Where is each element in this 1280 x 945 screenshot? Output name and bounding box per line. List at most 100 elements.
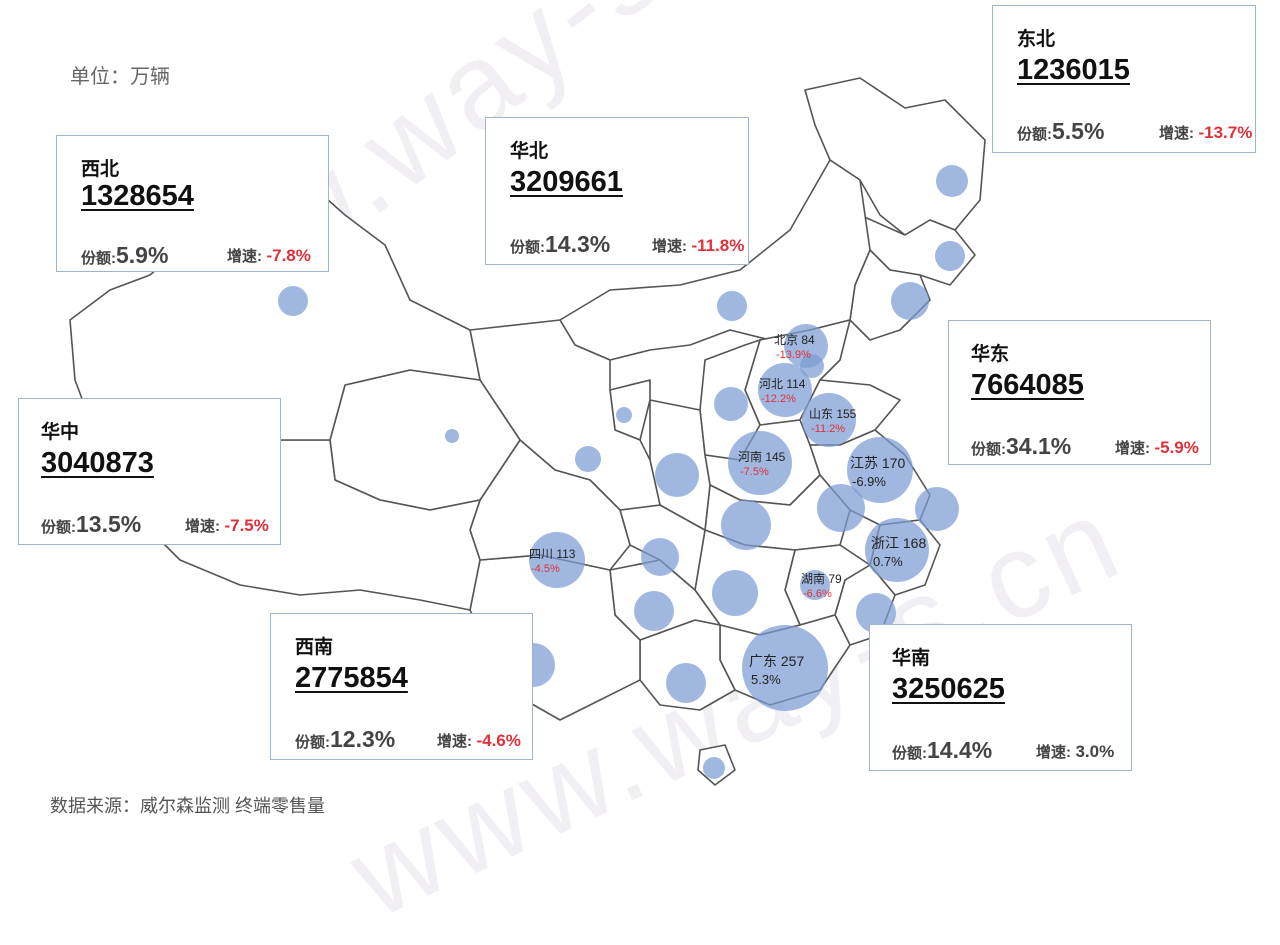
region-box-southwest: 西南 2775854 份额:12.3% 增速: -4.6% [270,613,533,760]
region-box-central: 华中 3040873 份额:13.5% 增速: -7.5% [18,398,281,545]
province-label: 山东 155 [809,407,857,421]
region-box-northeast: 东北 1236015 份额:5.5% 增速: -13.7% [992,5,1256,153]
share-label: 份额: [1017,126,1052,143]
region-share: 份额:12.3% [295,726,395,753]
bubble-3 [891,282,929,320]
bubble-5 [717,291,747,321]
bubble-20 [666,663,706,703]
province-label: 河北 114 [759,377,806,391]
share-label: 份额: [81,250,116,267]
share-value: 5.9% [116,242,169,268]
growth-value: 3.0% [1075,742,1115,761]
region-total: 2775854 [295,662,408,694]
province-bubble [758,363,812,417]
region-box-south: 华南 3250625 份额:14.4% 增速: 3.0% [869,624,1132,771]
share-value: 14.3% [545,231,611,257]
share-value: 34.1% [1006,433,1072,459]
bubble-4 [278,286,308,316]
share-value: 13.5% [76,511,142,537]
region-share: 份额:5.9% [81,242,168,269]
region-total: 3209661 [510,166,623,198]
bubbles: 北京 84 -13.9% 河北 114 -12.2% 山东 155 -11.2% 河南 14… [271,165,968,779]
region-total: 3250625 [892,673,1005,705]
province-growth: -13.9% [776,349,811,361]
share-value: 14.4% [927,737,993,763]
bubble-9 [445,429,459,443]
province-outlines [69,77,986,786]
growth-label: 增速: [1115,440,1150,457]
bubble-2 [935,241,965,271]
region-box-north: 华北 3209661 份额:14.3% 增速: -11.8% [485,117,749,265]
province-label: 浙江 168 [871,535,926,551]
share-label: 份额: [295,734,330,751]
growth-value: -13.7% [1198,123,1253,142]
region-total: 3040873 [41,447,154,479]
region-box-east: 华东 7664085 份额:34.1% 增速: -5.9% [948,320,1211,465]
growth-value: -5.9% [1154,438,1199,457]
province-growth: 5.3% [751,672,781,687]
growth-value: -4.6% [476,731,521,750]
region-name: 华东 [971,344,1010,365]
bubble-1 [936,165,968,197]
region-growth: 增速: -4.6% [437,730,521,751]
bubble-16 [634,591,674,631]
growth-label: 增速: [1159,125,1194,142]
region-name: 华南 [892,648,931,669]
region-growth: 增速: -7.8% [227,245,311,266]
region-name: 西南 [295,637,334,658]
bubble-10 [575,446,601,472]
province-bubble [847,437,913,503]
province-label: 北京 84 [774,333,815,347]
growth-label: 增速: [1036,744,1071,761]
province-bubble [784,324,828,368]
bubble-7 [714,387,748,421]
share-label: 份额: [41,519,76,536]
source-label: 数据来源：威尔森监测 终端零售量 [50,796,325,816]
bubble-15 [641,538,679,576]
region-name: 华中 [41,422,80,443]
province-label: 广东 257 [749,653,804,669]
province-growth: -11.2% [811,423,845,435]
region-growth: 增速: -5.9% [1115,437,1199,458]
bubble-21 [703,757,725,779]
province-growth: 0.7% [873,554,903,569]
province-bubble [802,393,856,447]
province-label: 江苏 170 [850,455,905,471]
province-bubble [529,532,585,588]
growth-label: 增速: [652,238,687,255]
province-bubble [742,625,828,711]
province-bubble [728,431,792,495]
bubble-13 [915,487,959,531]
growth-label: 增速: [437,733,472,750]
share-label: 份额: [892,745,927,762]
share-value: 12.3% [330,726,396,752]
region-growth: 增速: -13.7% [1159,122,1252,143]
region-total: 1236015 [1017,54,1130,86]
region-total: 1328654 [81,180,194,212]
growth-value: -11.8% [691,236,745,255]
share-label: 份额: [971,441,1006,458]
province-label: 河南 145 [738,449,786,464]
region-share: 份额:14.3% [510,231,610,258]
region-growth: 增速: 3.0% [1036,741,1114,762]
china-map: 北京 84 -13.9% 河北 114 -12.2% 山东 155 -11.2% 河南 14… [69,77,986,786]
province-label: 四川 113 [529,547,576,561]
region-share: 份额:14.4% [892,737,992,764]
region-growth: 增速: -11.8% [652,235,744,256]
bubble-12 [817,484,865,532]
share-value: 5.5% [1052,118,1105,144]
bubble-11 [655,453,699,497]
province-bubble [865,518,929,582]
province-bubble [800,570,830,600]
growth-label: 增速: [227,248,262,265]
bubble-8 [616,407,632,423]
province-growth: -12.2% [761,393,796,405]
region-share: 份额:34.1% [971,433,1071,460]
region-name: 东北 [1017,29,1056,50]
region-share: 份额:5.5% [1017,118,1104,145]
growth-value: -7.5% [224,516,269,535]
growth-value: -7.8% [266,246,311,265]
bubble-14 [721,500,771,550]
bubble-18 [856,593,896,633]
share-label: 份额: [510,239,545,256]
